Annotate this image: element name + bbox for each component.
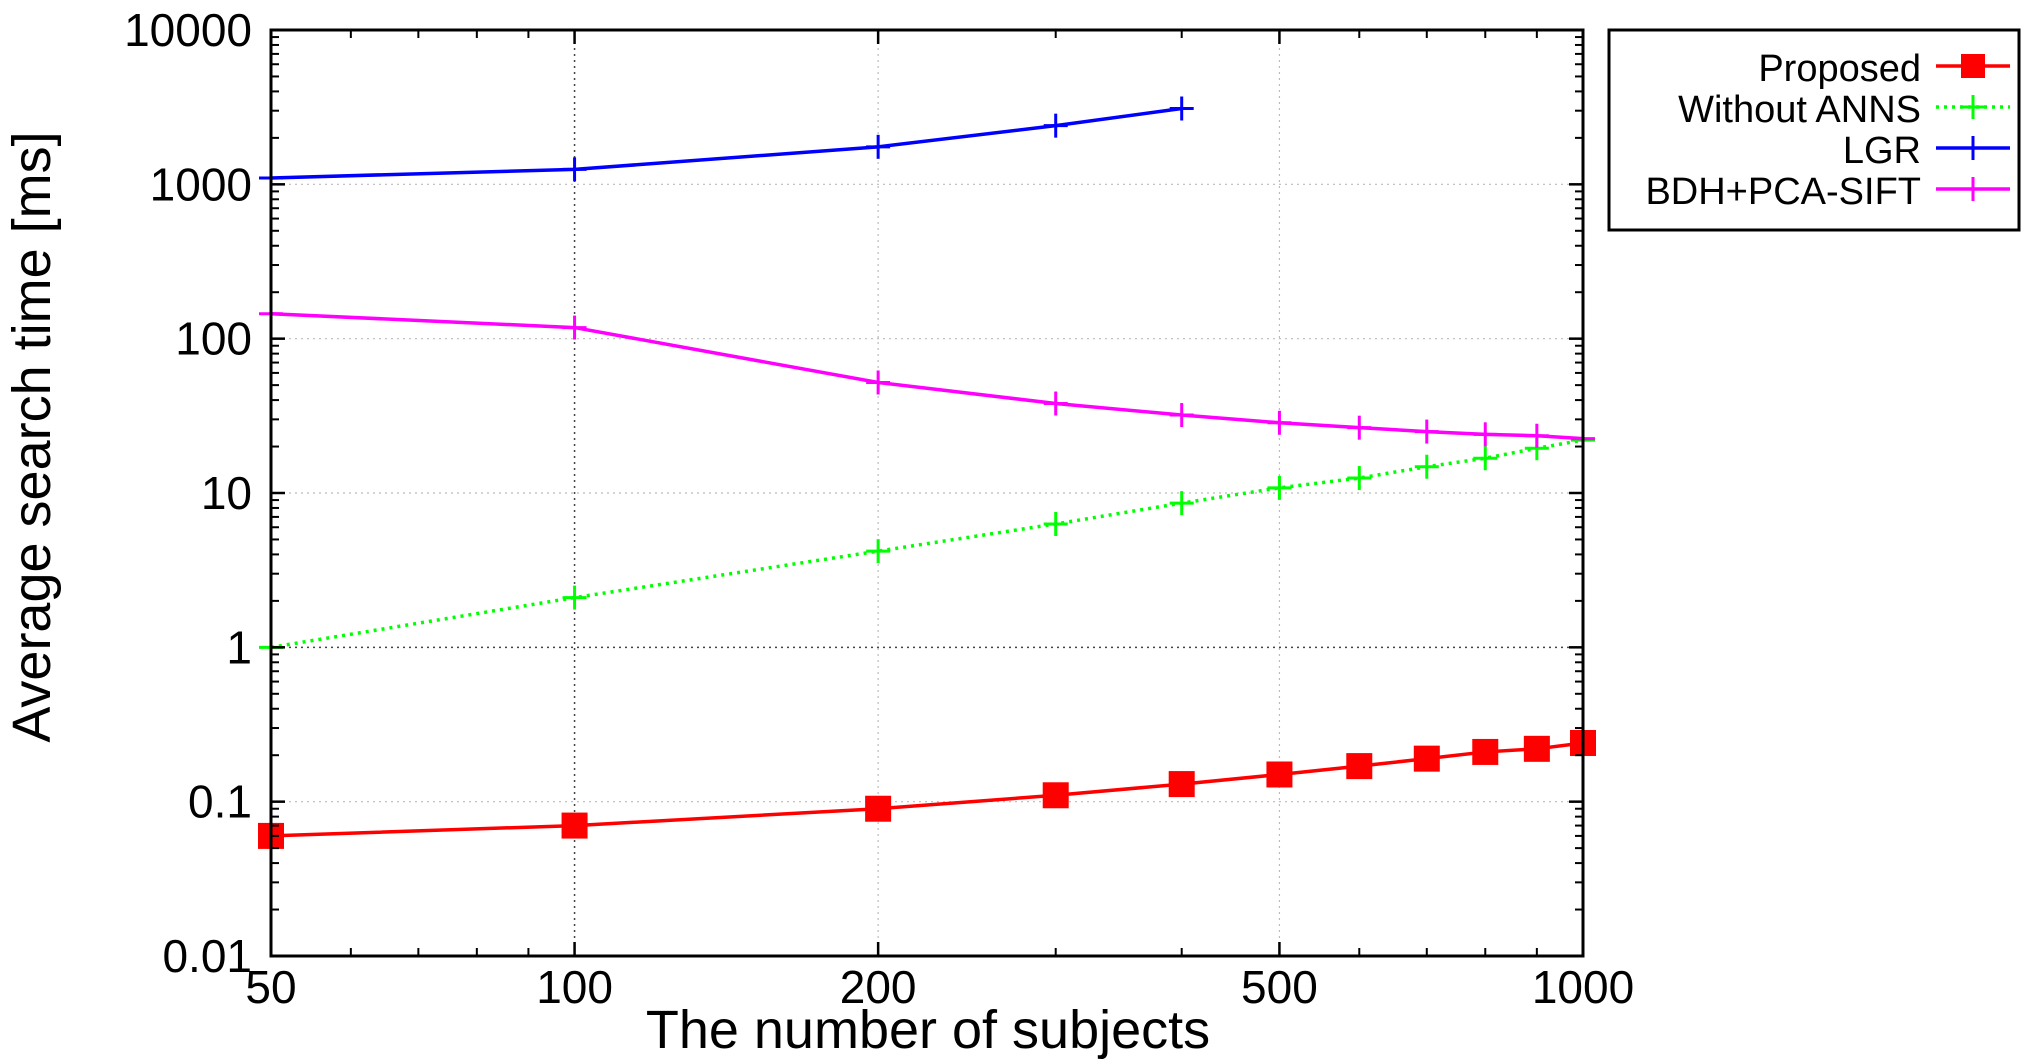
y-tick-label: 10000 — [124, 4, 252, 56]
x-tick-label: 200 — [840, 961, 917, 1013]
data-point-proposed — [561, 812, 588, 839]
data-point-proposed — [1472, 738, 1499, 765]
y-tick-label: 0.1 — [188, 776, 252, 828]
y-tick-label: 100 — [175, 313, 252, 365]
data-point-bdh-pca-sift — [1473, 422, 1498, 447]
legend: Proposed Without ANNS LGR BDH+PCA-SIFT — [1607, 28, 2021, 232]
data-point-proposed — [1266, 761, 1293, 788]
data-point-bdh-pca-sift — [1347, 415, 1372, 440]
x-tick-label: 50 — [245, 961, 296, 1013]
data-point-bdh-pca-sift — [1524, 423, 1549, 448]
data-point-bdh-pca-sift — [866, 370, 891, 395]
data-point-lgr — [1169, 96, 1194, 121]
data-point-lgr — [1043, 113, 1068, 138]
data-point-bdh-pca-sift — [1414, 419, 1439, 444]
legend-label-without-anns: Without ANNS — [1678, 89, 1921, 131]
data-point-proposed — [1413, 745, 1440, 772]
legend-marker-bdh-pca-sift — [1961, 177, 1985, 201]
plot-frame — [269, 28, 1585, 958]
data-point-without-anns — [866, 539, 891, 564]
legend-label-bdh-pca-sift: BDH+PCA-SIFT — [1645, 171, 1921, 213]
y-tick-label: 0.01 — [162, 930, 252, 982]
grid — [270, 29, 1584, 957]
data-point-proposed — [865, 795, 892, 822]
x-tick-label: 100 — [536, 961, 613, 1013]
data-point-without-anns — [1169, 491, 1194, 516]
y-tick-label: 1000 — [150, 158, 252, 210]
legend-marker-without-anns — [1961, 95, 1985, 119]
series-lgr — [259, 96, 1194, 190]
data-point-without-anns — [1347, 466, 1372, 491]
data-point-proposed — [1346, 753, 1373, 780]
data-point-proposed — [1168, 771, 1195, 798]
y-tick-labels: 0.01 0.1 1 10 100 1000 10000 — [124, 4, 252, 982]
legend-marker-lgr — [1961, 136, 1985, 160]
series-bdh-pca-sift — [259, 301, 1595, 451]
legend-swatches — [1936, 54, 2010, 201]
data-point-bdh-pca-sift — [1267, 410, 1292, 435]
data-point-bdh-pca-sift — [1043, 391, 1068, 416]
y-tick-label: 10 — [201, 467, 252, 519]
data-point-lgr — [562, 157, 587, 182]
legend-marker-proposed — [1961, 54, 1985, 78]
data-point-proposed — [1042, 782, 1069, 809]
x-tick-label: 1000 — [1532, 961, 1634, 1013]
data-point-without-anns — [1267, 475, 1292, 500]
series-line-without-anns — [270, 438, 1584, 650]
data-point-lgr — [866, 134, 891, 159]
series-line-bdh-pca-sift — [270, 312, 1584, 441]
data-point-without-anns — [1043, 511, 1068, 536]
data-point-bdh-pca-sift — [1169, 403, 1194, 428]
series-proposed — [258, 729, 1596, 849]
data-point-without-anns — [1414, 454, 1439, 479]
y-axis-title: Average search time [ms] — [2, 131, 62, 742]
series-line-lgr — [270, 106, 1182, 180]
data-point-without-anns — [562, 585, 587, 610]
y-tick-label: 1 — [226, 621, 252, 673]
data-point-proposed — [1523, 735, 1550, 762]
x-tick-label: 500 — [1241, 961, 1318, 1013]
tick-marks — [269, 28, 1585, 958]
data-point-without-anns — [1473, 446, 1498, 471]
series-without-anns — [259, 428, 1595, 660]
x-tick-labels: 50 100 200 500 1000 — [245, 961, 1634, 1013]
legend-label-lgr: LGR — [1843, 130, 1921, 172]
x-axis-title: The number of subjects — [646, 1000, 1210, 1060]
series-layer — [258, 96, 1596, 849]
data-point-bdh-pca-sift — [562, 315, 587, 340]
legend-box — [1607, 28, 2021, 232]
legend-label-proposed: Proposed — [1758, 48, 1921, 90]
series-line-proposed — [270, 741, 1584, 838]
